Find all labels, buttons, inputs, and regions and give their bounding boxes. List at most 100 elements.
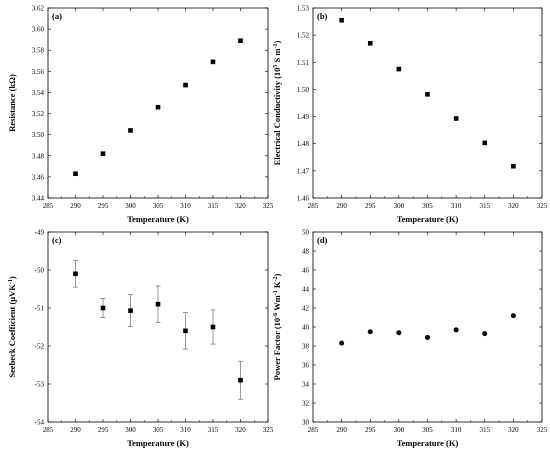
data-point [367, 329, 373, 335]
x-axis-label: Temperature (K) [397, 214, 459, 224]
x-tick-label: 310 [180, 426, 191, 434]
x-tick-label: 315 [480, 426, 491, 434]
y-axis-label: Resistance (kΩ) [7, 74, 17, 132]
y-tick-label: 3.46 [32, 173, 45, 181]
chart-panel-1: 285 290 295 300 305 310 315 320 325 3.44 3.46 3.48 3… [7, 5, 274, 225]
x-tick-label: 305 [422, 426, 433, 434]
data-point [367, 40, 373, 46]
panel-label: (d) [317, 235, 328, 245]
data-point [339, 17, 344, 23]
panel-label: (c) [52, 235, 62, 245]
x-tick-label: 285 [43, 202, 54, 210]
data-point [128, 308, 133, 313]
chart-panel-4: 285 290 295 300 305 310 315 320 325 30 32 34 36 38 40 4… [272, 229, 548, 449]
data-point [396, 330, 402, 336]
y-tick-label: 42 [302, 305, 310, 313]
x-tick-label: 300 [125, 426, 136, 434]
x-tick-label: 285 [308, 202, 319, 210]
data-point [339, 340, 345, 346]
y-tick-label: 1.53 [297, 5, 310, 13]
data-point [482, 331, 488, 337]
y-tick-label: 3.58 [32, 47, 45, 55]
x-tick-label: 305 [422, 202, 433, 210]
x-tick-label: 325 [537, 426, 548, 434]
x-tick-label: 310 [451, 426, 462, 434]
y-axis-label: Seebeck Coefficient (μVK-1) [7, 276, 17, 378]
panel-label: (a) [52, 11, 62, 21]
x-tick-label: 285 [308, 426, 319, 434]
x-tick-label: 320 [235, 202, 246, 210]
x-tick-label: 325 [263, 202, 274, 210]
y-tick-label: 1.47 [297, 167, 310, 175]
data-point [210, 59, 216, 65]
panel-label: (b) [317, 11, 328, 21]
y-tick-label: 1.51 [297, 59, 310, 67]
y-tick-label: 48 [302, 248, 310, 256]
y-tick-label: -52 [35, 343, 45, 351]
data-point [183, 328, 188, 334]
data-point [155, 301, 161, 307]
y-tick-label: 3.44 [32, 195, 45, 203]
plot-frame [312, 7, 543, 199]
y-tick-label: -54 [35, 419, 45, 427]
y-tick-label: 3.54 [32, 89, 45, 97]
y-axis-label: Electrical Conductivity (105 S m-1) [272, 41, 282, 166]
y-tick-label: 1.49 [297, 113, 310, 121]
x-tick-label: 290 [70, 426, 81, 434]
y-tick-label: 38 [302, 343, 310, 351]
x-tick-label: 300 [394, 202, 405, 210]
y-tick-label: 1.52 [297, 32, 310, 40]
chart-panel-2: 285 290 295 300 305 310 315 320 325 1.46 1.47 1.48 1… [272, 5, 548, 225]
y-tick-label: -50 [35, 267, 45, 275]
y-axis-label: Power Factor (10-6 Wm-1 K-2) [272, 274, 282, 381]
data-point [73, 271, 78, 277]
y-tick-label: 34 [302, 381, 310, 389]
data-point [482, 140, 488, 146]
data-point [183, 82, 188, 88]
plot-frame [47, 231, 269, 423]
x-tick-label: 290 [336, 202, 347, 210]
y-tick-label: 1.48 [297, 140, 310, 148]
x-tick-label: 300 [394, 426, 405, 434]
x-tick-label: 305 [153, 202, 164, 210]
x-tick-label: 305 [153, 426, 164, 434]
x-tick-label: 295 [365, 202, 376, 210]
x-tick-label: 295 [365, 426, 376, 434]
y-tick-label: 46 [302, 267, 310, 275]
x-tick-label: 295 [98, 202, 109, 210]
data-point [238, 38, 243, 44]
x-axis-label: Temperature (K) [397, 438, 459, 448]
x-axis-label: Temperature (K) [127, 438, 189, 448]
data-point [100, 305, 106, 311]
x-tick-label: 325 [263, 426, 274, 434]
x-tick-label: 325 [537, 202, 548, 210]
y-tick-label: 32 [302, 400, 310, 408]
x-tick-label: 290 [336, 426, 347, 434]
x-tick-label: 320 [508, 202, 519, 210]
y-tick-label: 30 [302, 419, 310, 427]
y-tick-label: -51 [35, 305, 45, 313]
y-tick-label: 40 [302, 324, 310, 332]
x-tick-label: 310 [451, 202, 462, 210]
y-tick-label: -53 [35, 381, 45, 389]
data-point [425, 334, 430, 340]
x-tick-label: 285 [43, 426, 54, 434]
data-point [210, 324, 216, 330]
x-tick-label: 320 [508, 426, 519, 434]
y-tick-label: 36 [302, 362, 310, 370]
plot-frame [47, 7, 269, 199]
data-point [453, 116, 459, 121]
y-tick-label: 3.48 [32, 152, 45, 160]
y-tick-label: 3.56 [32, 68, 45, 76]
y-tick-label: 1.50 [297, 86, 310, 94]
data-point [425, 92, 430, 97]
x-tick-label: 315 [208, 426, 219, 434]
x-tick-label: 320 [235, 426, 246, 434]
data-point [100, 151, 106, 156]
data-point [238, 377, 243, 383]
y-tick-label: 3.50 [32, 131, 45, 139]
plot-frame [312, 231, 543, 423]
x-tick-label: 295 [98, 426, 109, 434]
data-point [511, 163, 516, 169]
